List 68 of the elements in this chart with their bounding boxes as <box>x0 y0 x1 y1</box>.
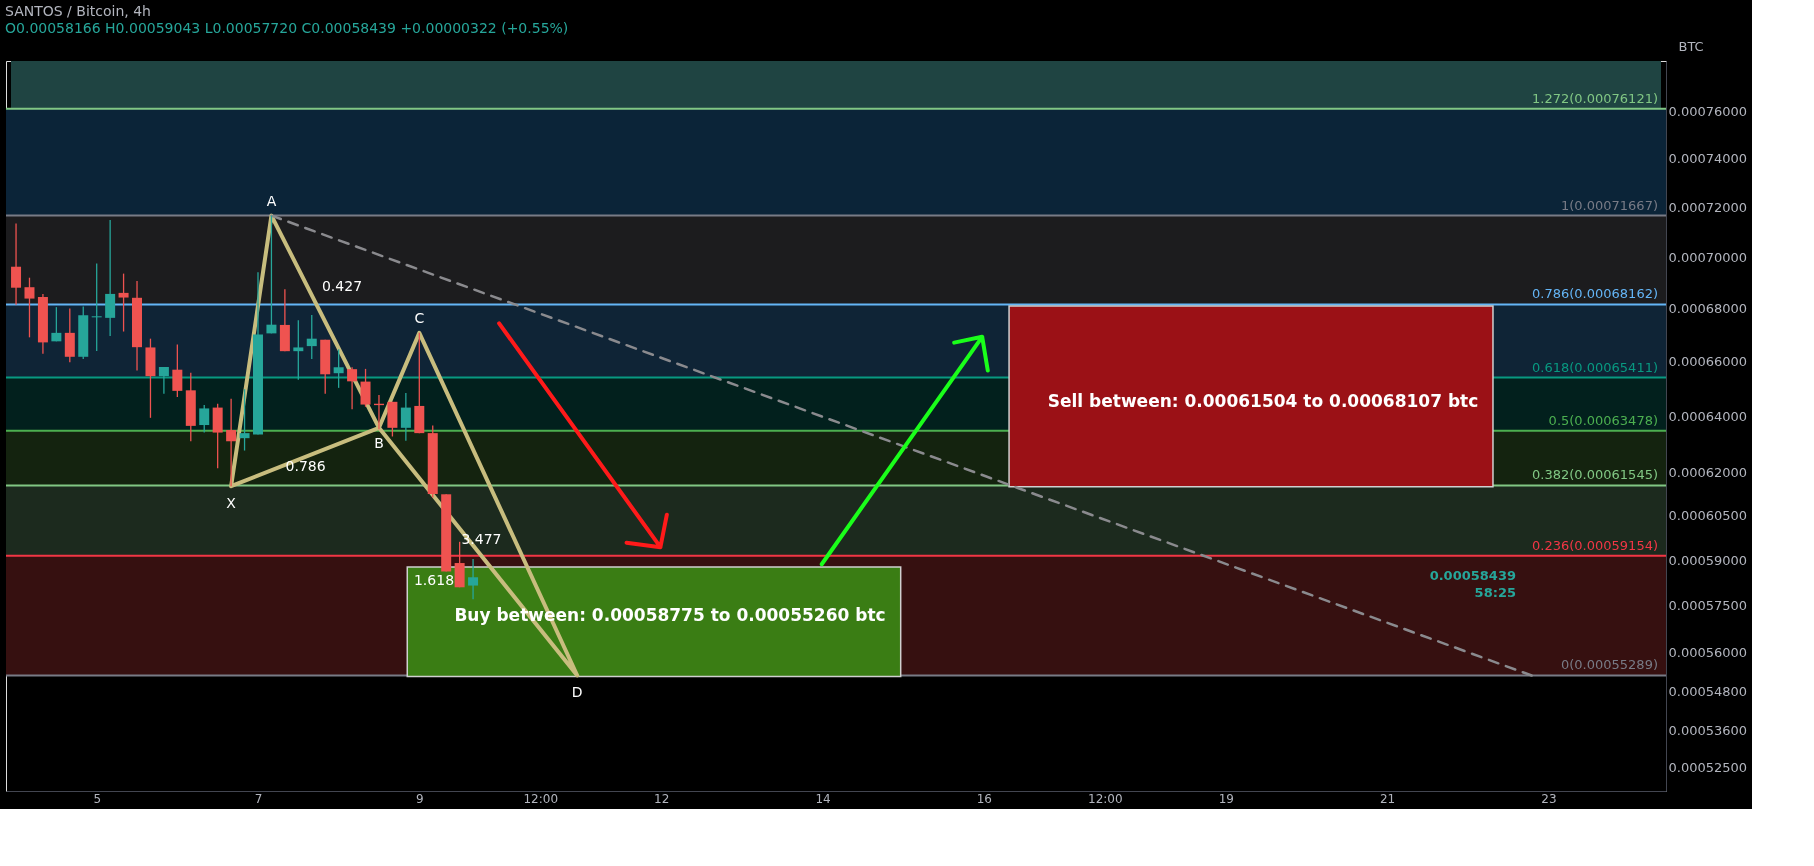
candlestick <box>468 558 479 600</box>
candlestick <box>306 314 317 360</box>
ref-line-label: 0.618(0.00065411) <box>1532 359 1658 375</box>
y-tick-label: 0.00062000 <box>1668 464 1748 480</box>
candlestick <box>199 404 210 434</box>
x-tick-label: 12:00 <box>523 791 559 806</box>
annotation: 1.618 <box>413 572 455 588</box>
ref-line-label: 0(0.00055289) <box>1561 657 1658 673</box>
annotation: X <box>226 495 237 512</box>
chart-title: SANTOS / Bitcoin, 4h <box>5 3 151 19</box>
candlestick <box>118 272 129 333</box>
annotation: Sell between: 0.00061504 to 0.00068107 btc <box>1047 391 1479 411</box>
x-tick-label: 7 <box>254 791 263 806</box>
candlestick <box>266 214 277 335</box>
candlestick <box>51 306 62 342</box>
candlestick <box>400 392 411 442</box>
annotation: C <box>414 309 425 326</box>
ref-line-label: 0.382(0.00061545) <box>1532 467 1658 483</box>
y-tick-label: 0.00068000 <box>1668 301 1748 317</box>
y-tick-label: 0.00070000 <box>1668 249 1748 265</box>
y-tick-label: 0.00052500 <box>1668 759 1748 775</box>
candlestick <box>11 222 22 306</box>
x-tick-label: 12 <box>654 791 670 806</box>
y-tick-label: 0.00059000 <box>1668 552 1748 568</box>
y-tick-label: 0.00060500 <box>1668 508 1748 524</box>
y-tick-label: 0.00074000 <box>1668 151 1748 167</box>
y-tick-label: 0.00072000 <box>1668 199 1748 215</box>
y-tick-label: 0.00053600 <box>1668 722 1748 738</box>
candlestick <box>226 398 237 487</box>
ref-line-label: 1.272(0.00076121) <box>1532 90 1658 106</box>
candlestick <box>91 262 102 352</box>
annotation: A <box>266 192 277 209</box>
x-tick-label: 5 <box>93 791 102 806</box>
annotation: 0.786 <box>285 458 326 475</box>
candlestick <box>64 307 75 363</box>
ref-line-label: 1(0.00071667) <box>1561 197 1658 213</box>
candlestick <box>172 343 183 398</box>
x-tick-label: 9 <box>415 791 424 806</box>
candlestick <box>105 219 116 337</box>
x-tick-label: 16 <box>976 791 992 806</box>
candlestick <box>347 366 358 410</box>
x-tick-label: 12:00 <box>1088 791 1123 806</box>
y-tick-label: 0.00076000 <box>1668 104 1748 120</box>
x-tick-label: 19 <box>1218 791 1234 806</box>
y-tick-label: 0.00057500 <box>1668 598 1748 614</box>
y-tick-label: 0.00054800 <box>1668 683 1748 699</box>
chart-subtitle: O0.00058166 H0.00059043 L0.00057720 C0.00058439 +0.00000322 (+0.55%) <box>5 20 569 36</box>
y-tick-label: 0.00066000 <box>1668 354 1748 370</box>
y-tick-label: 0.00064000 <box>1668 408 1748 424</box>
x-tick-label: 14 <box>815 791 831 806</box>
annotation: 0.00058439 <box>1429 568 1516 584</box>
ref-line-label: 0.786(0.00068162) <box>1532 286 1658 302</box>
annotation: B <box>374 434 384 451</box>
annotation: 58:25 <box>1474 585 1516 601</box>
y-axis-title: BTC <box>1678 38 1704 54</box>
x-tick-label: 23 <box>1541 791 1557 806</box>
candlestick <box>24 277 35 338</box>
ref-line-label: 0.5(0.00063478) <box>1548 412 1658 428</box>
y-tick-label: 0.00056000 <box>1668 645 1748 661</box>
candlestick <box>158 366 169 395</box>
candlestick <box>360 368 371 408</box>
ref-line-label: 0.236(0.00059154) <box>1532 537 1658 553</box>
candlestick <box>333 348 344 389</box>
x-tick-label: 21 <box>1379 791 1396 806</box>
candlestick <box>293 319 304 381</box>
candlestick <box>239 388 250 452</box>
annotation: D <box>571 684 583 701</box>
annotation: 0.427 <box>321 278 363 294</box>
